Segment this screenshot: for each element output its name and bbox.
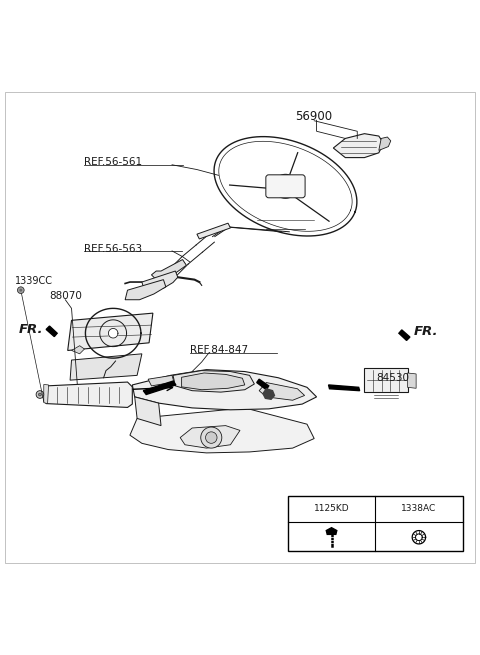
Text: REF.56-561: REF.56-561 (84, 157, 143, 168)
Polygon shape (142, 271, 178, 290)
Polygon shape (132, 369, 317, 410)
Text: 1339CC: 1339CC (15, 276, 53, 286)
Circle shape (36, 390, 44, 398)
Polygon shape (328, 385, 360, 390)
Circle shape (38, 393, 41, 396)
Polygon shape (197, 223, 230, 239)
Polygon shape (108, 328, 118, 338)
Text: 1338AC: 1338AC (401, 504, 436, 513)
Polygon shape (68, 313, 153, 350)
Text: 1125KD: 1125KD (314, 504, 349, 513)
Bar (288, 496, 463, 551)
Polygon shape (148, 375, 174, 386)
Polygon shape (326, 528, 337, 534)
Polygon shape (72, 346, 84, 354)
Text: FR.: FR. (19, 323, 43, 336)
Polygon shape (379, 137, 391, 151)
Polygon shape (130, 408, 314, 453)
FancyBboxPatch shape (266, 175, 305, 198)
Circle shape (201, 427, 222, 448)
Text: REF.84-847: REF.84-847 (190, 345, 248, 356)
Polygon shape (152, 259, 186, 280)
Polygon shape (408, 373, 416, 388)
Polygon shape (399, 330, 410, 341)
Polygon shape (46, 326, 57, 337)
Polygon shape (259, 383, 305, 400)
Text: 56900: 56900 (296, 111, 333, 123)
Polygon shape (180, 426, 240, 448)
Polygon shape (125, 280, 166, 300)
Polygon shape (333, 134, 384, 158)
Circle shape (17, 287, 24, 293)
Polygon shape (135, 397, 161, 426)
Text: REF.56-563: REF.56-563 (84, 244, 143, 253)
Polygon shape (44, 382, 132, 407)
Polygon shape (173, 371, 254, 392)
Circle shape (19, 289, 22, 291)
Polygon shape (257, 379, 269, 390)
Polygon shape (144, 381, 176, 394)
Polygon shape (44, 384, 48, 403)
Circle shape (205, 432, 217, 443)
Polygon shape (70, 354, 142, 380)
Polygon shape (181, 373, 245, 390)
Text: FR.: FR. (414, 325, 438, 338)
Bar (364, 368, 408, 392)
Text: 88070: 88070 (49, 291, 82, 301)
Polygon shape (263, 389, 275, 400)
Text: 84530: 84530 (377, 373, 409, 383)
